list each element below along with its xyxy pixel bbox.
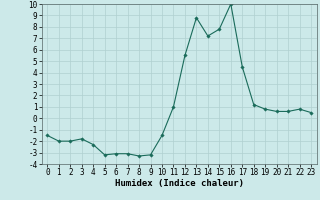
X-axis label: Humidex (Indice chaleur): Humidex (Indice chaleur)	[115, 179, 244, 188]
